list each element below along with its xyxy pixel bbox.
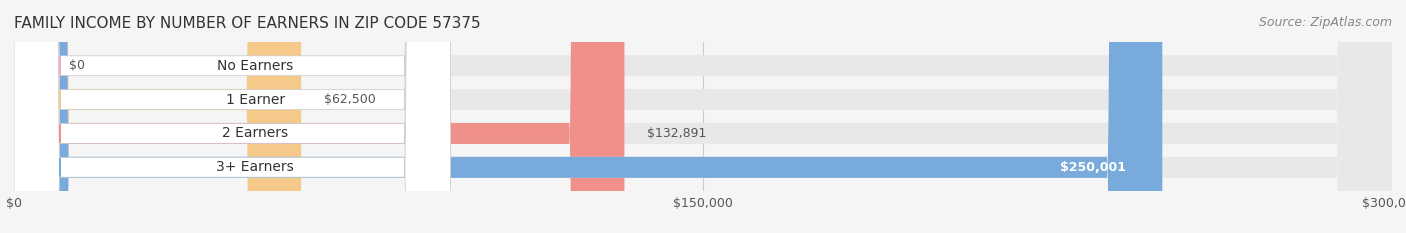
Text: $0: $0 — [69, 59, 86, 72]
Text: $250,001: $250,001 — [1060, 161, 1126, 174]
FancyBboxPatch shape — [14, 0, 51, 233]
FancyBboxPatch shape — [14, 0, 624, 233]
Text: $62,500: $62,500 — [325, 93, 375, 106]
Text: Source: ZipAtlas.com: Source: ZipAtlas.com — [1258, 16, 1392, 29]
FancyBboxPatch shape — [14, 0, 450, 233]
FancyBboxPatch shape — [14, 0, 1392, 233]
FancyBboxPatch shape — [14, 0, 1392, 233]
FancyBboxPatch shape — [14, 0, 450, 233]
Text: 1 Earner: 1 Earner — [225, 93, 285, 106]
Text: 2 Earners: 2 Earners — [222, 127, 288, 140]
FancyBboxPatch shape — [14, 0, 450, 233]
FancyBboxPatch shape — [14, 0, 450, 233]
FancyBboxPatch shape — [14, 0, 301, 233]
Text: FAMILY INCOME BY NUMBER OF EARNERS IN ZIP CODE 57375: FAMILY INCOME BY NUMBER OF EARNERS IN ZI… — [14, 16, 481, 31]
FancyBboxPatch shape — [14, 0, 1392, 233]
Text: 3+ Earners: 3+ Earners — [217, 160, 294, 174]
FancyBboxPatch shape — [14, 0, 1163, 233]
Text: No Earners: No Earners — [217, 59, 294, 73]
FancyBboxPatch shape — [14, 0, 1392, 233]
Text: $132,891: $132,891 — [647, 127, 707, 140]
